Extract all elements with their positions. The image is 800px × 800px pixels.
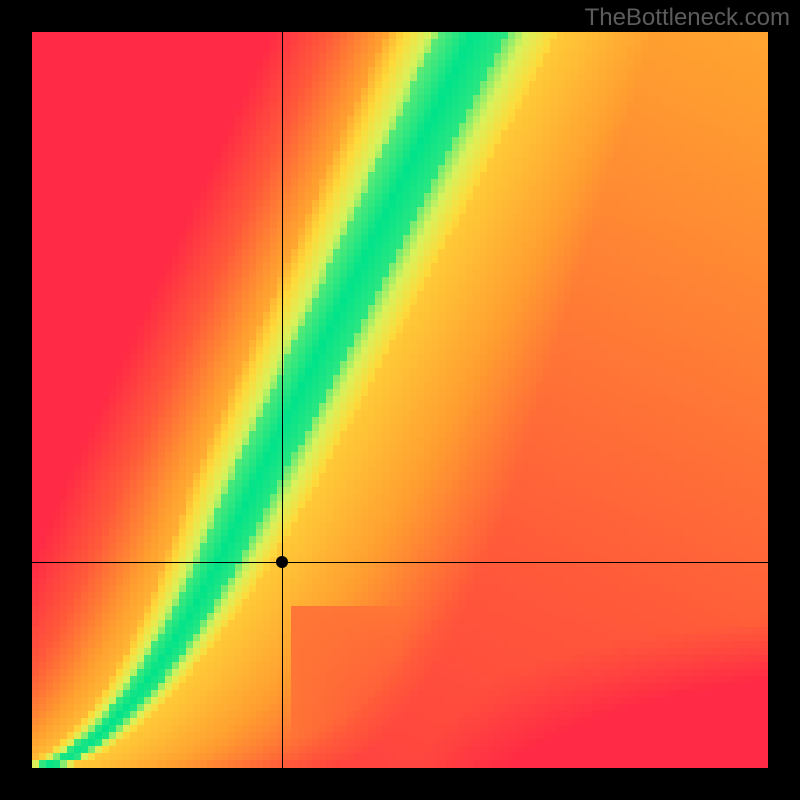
crosshair-horizontal (32, 562, 768, 563)
data-point-marker (276, 556, 288, 568)
chart-stage: TheBottleneck.com (0, 0, 800, 800)
attribution-text: TheBottleneck.com (585, 4, 790, 32)
crosshair-vertical (282, 32, 283, 768)
heatmap-canvas (32, 32, 768, 768)
